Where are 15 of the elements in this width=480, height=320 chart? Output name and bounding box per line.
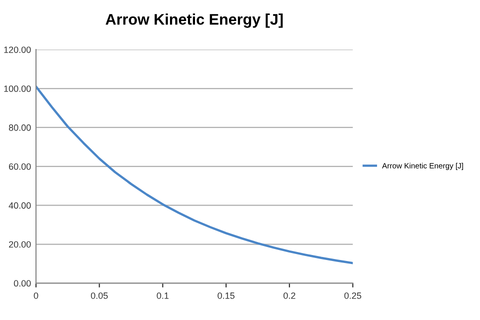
y-tick-label: 120.00 [4, 46, 31, 53]
chart-title: Arrow Kinetic Energy [J] [106, 14, 283, 28]
x-tick-label: 0.2 [284, 292, 296, 299]
x-tick-label: 0.05 [90, 292, 108, 299]
line-series [36, 85, 353, 264]
x-tick-label: 0.25 [344, 292, 362, 299]
y-tick-label: 20.00 [9, 241, 31, 248]
x-tick-label: 0.1 [156, 292, 169, 299]
y-tick-label: 0.00 [14, 280, 31, 287]
x-tick-label: 0.15 [218, 292, 234, 299]
y-tick-label: 100.00 [4, 86, 31, 92]
y-tick-label: 80.00 [8, 124, 31, 131]
y-tick-label: 60.00 [9, 163, 31, 170]
y-tick-label: 40.00 [8, 202, 31, 209]
x-tick-label: 0 [34, 292, 38, 299]
